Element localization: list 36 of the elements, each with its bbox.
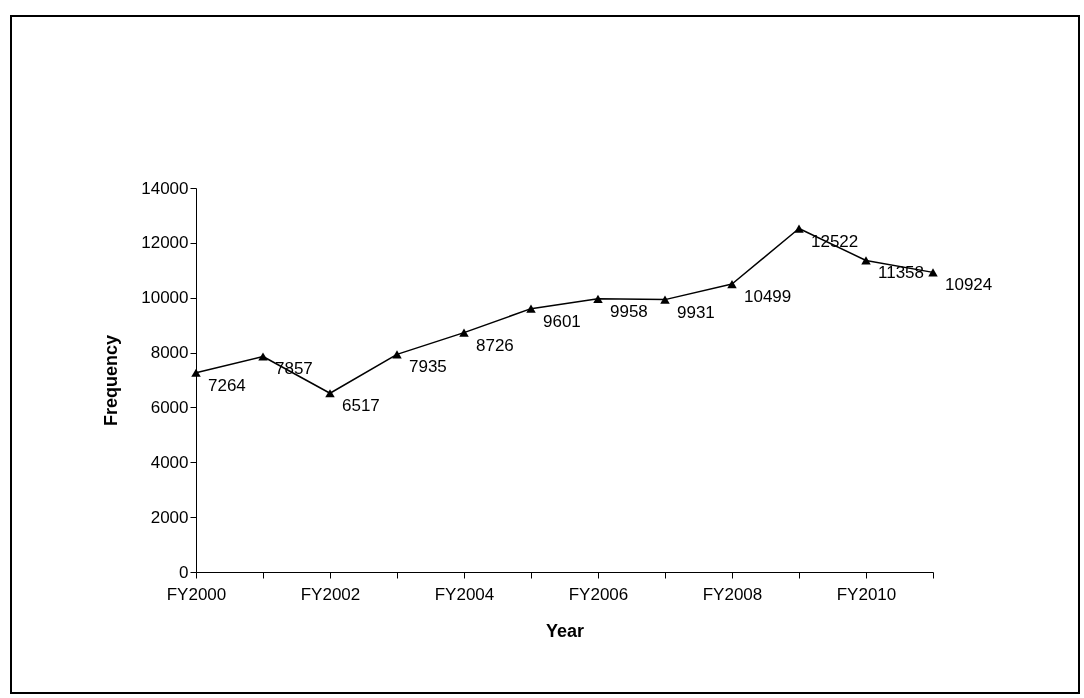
y-tick-label: 10000 [141,288,189,308]
y-tick-label: 6000 [150,397,189,417]
data-label: 11358 [878,263,925,283]
data-label: 9601 [543,311,581,331]
point [727,279,737,289]
x-tick-label: FY2004 [434,584,495,604]
y-tick-label: 14000 [141,178,189,198]
point [325,389,335,398]
point [660,295,670,304]
data-label: 9958 [610,301,648,321]
x-axis-title: Year [545,620,585,641]
point [593,294,603,303]
x-tick-label: FY2010 [836,584,897,604]
data-label: 10499 [744,287,792,307]
data-label: 10924 [945,275,993,295]
x-tick-label: FY2006 [568,584,629,604]
x-tick-label: FY2000 [166,584,227,604]
point [459,328,469,337]
point [861,256,871,265]
point [191,368,201,377]
y-tick-label: 0 [179,562,189,582]
y-tick-label: 12000 [141,233,189,253]
data-label: 9931 [677,302,715,322]
data-label: 6517 [342,396,380,416]
data-label: 7935 [409,357,447,377]
data-label: 8726 [476,335,514,355]
y-tick-label: 8000 [150,343,189,363]
y-tick-label: 2000 [150,507,189,527]
x-tick-label: FY2002 [300,584,361,604]
point [258,352,268,361]
point [794,224,804,233]
data-label: 7264 [208,375,246,395]
x-tick-label: FY2008 [702,584,763,604]
y-tick-label: 4000 [150,452,189,472]
y-axis-title: Frequency [101,334,122,427]
point [526,304,536,313]
